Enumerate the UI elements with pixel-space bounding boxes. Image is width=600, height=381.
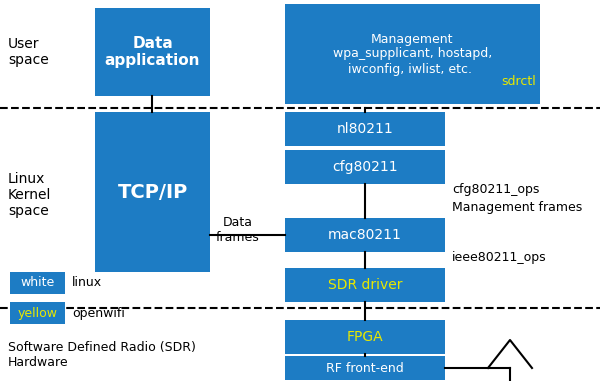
Bar bbox=[285, 4, 540, 104]
Bar bbox=[95, 112, 210, 272]
Bar bbox=[95, 8, 210, 96]
Text: white: white bbox=[20, 277, 55, 290]
Text: Data
frames: Data frames bbox=[216, 216, 260, 244]
Text: ieee80211_ops: ieee80211_ops bbox=[452, 251, 547, 264]
Bar bbox=[285, 356, 445, 380]
Bar bbox=[10, 272, 65, 294]
Text: SDR driver: SDR driver bbox=[328, 278, 402, 292]
Text: User
space: User space bbox=[8, 37, 49, 67]
Bar bbox=[285, 268, 445, 302]
Text: nl80211: nl80211 bbox=[337, 122, 394, 136]
Text: yellow: yellow bbox=[17, 306, 58, 320]
Text: RF front-end: RF front-end bbox=[326, 362, 404, 375]
Text: openwifi: openwifi bbox=[72, 306, 125, 320]
Text: Linux
Kernel
space: Linux Kernel space bbox=[8, 172, 52, 218]
Text: FPGA: FPGA bbox=[347, 330, 383, 344]
Text: Management
wpa_supplicant, hostapd,
iwconfig, iwlist, etc.: Management wpa_supplicant, hostapd, iwco… bbox=[333, 32, 492, 75]
Text: Data
application: Data application bbox=[105, 36, 200, 68]
Bar bbox=[285, 112, 445, 146]
Text: TCP/IP: TCP/IP bbox=[118, 182, 188, 202]
Text: sdrctl: sdrctl bbox=[501, 75, 536, 88]
Bar bbox=[10, 302, 65, 324]
Bar bbox=[285, 320, 445, 354]
Text: Management frames: Management frames bbox=[452, 202, 582, 215]
Text: cfg80211_ops: cfg80211_ops bbox=[452, 184, 539, 197]
Text: cfg80211: cfg80211 bbox=[332, 160, 398, 174]
Bar bbox=[285, 150, 445, 184]
Text: linux: linux bbox=[72, 277, 102, 290]
Text: mac80211: mac80211 bbox=[328, 228, 402, 242]
Bar bbox=[285, 218, 445, 252]
Text: Software Defined Radio (SDR)
Hardware: Software Defined Radio (SDR) Hardware bbox=[8, 341, 196, 369]
